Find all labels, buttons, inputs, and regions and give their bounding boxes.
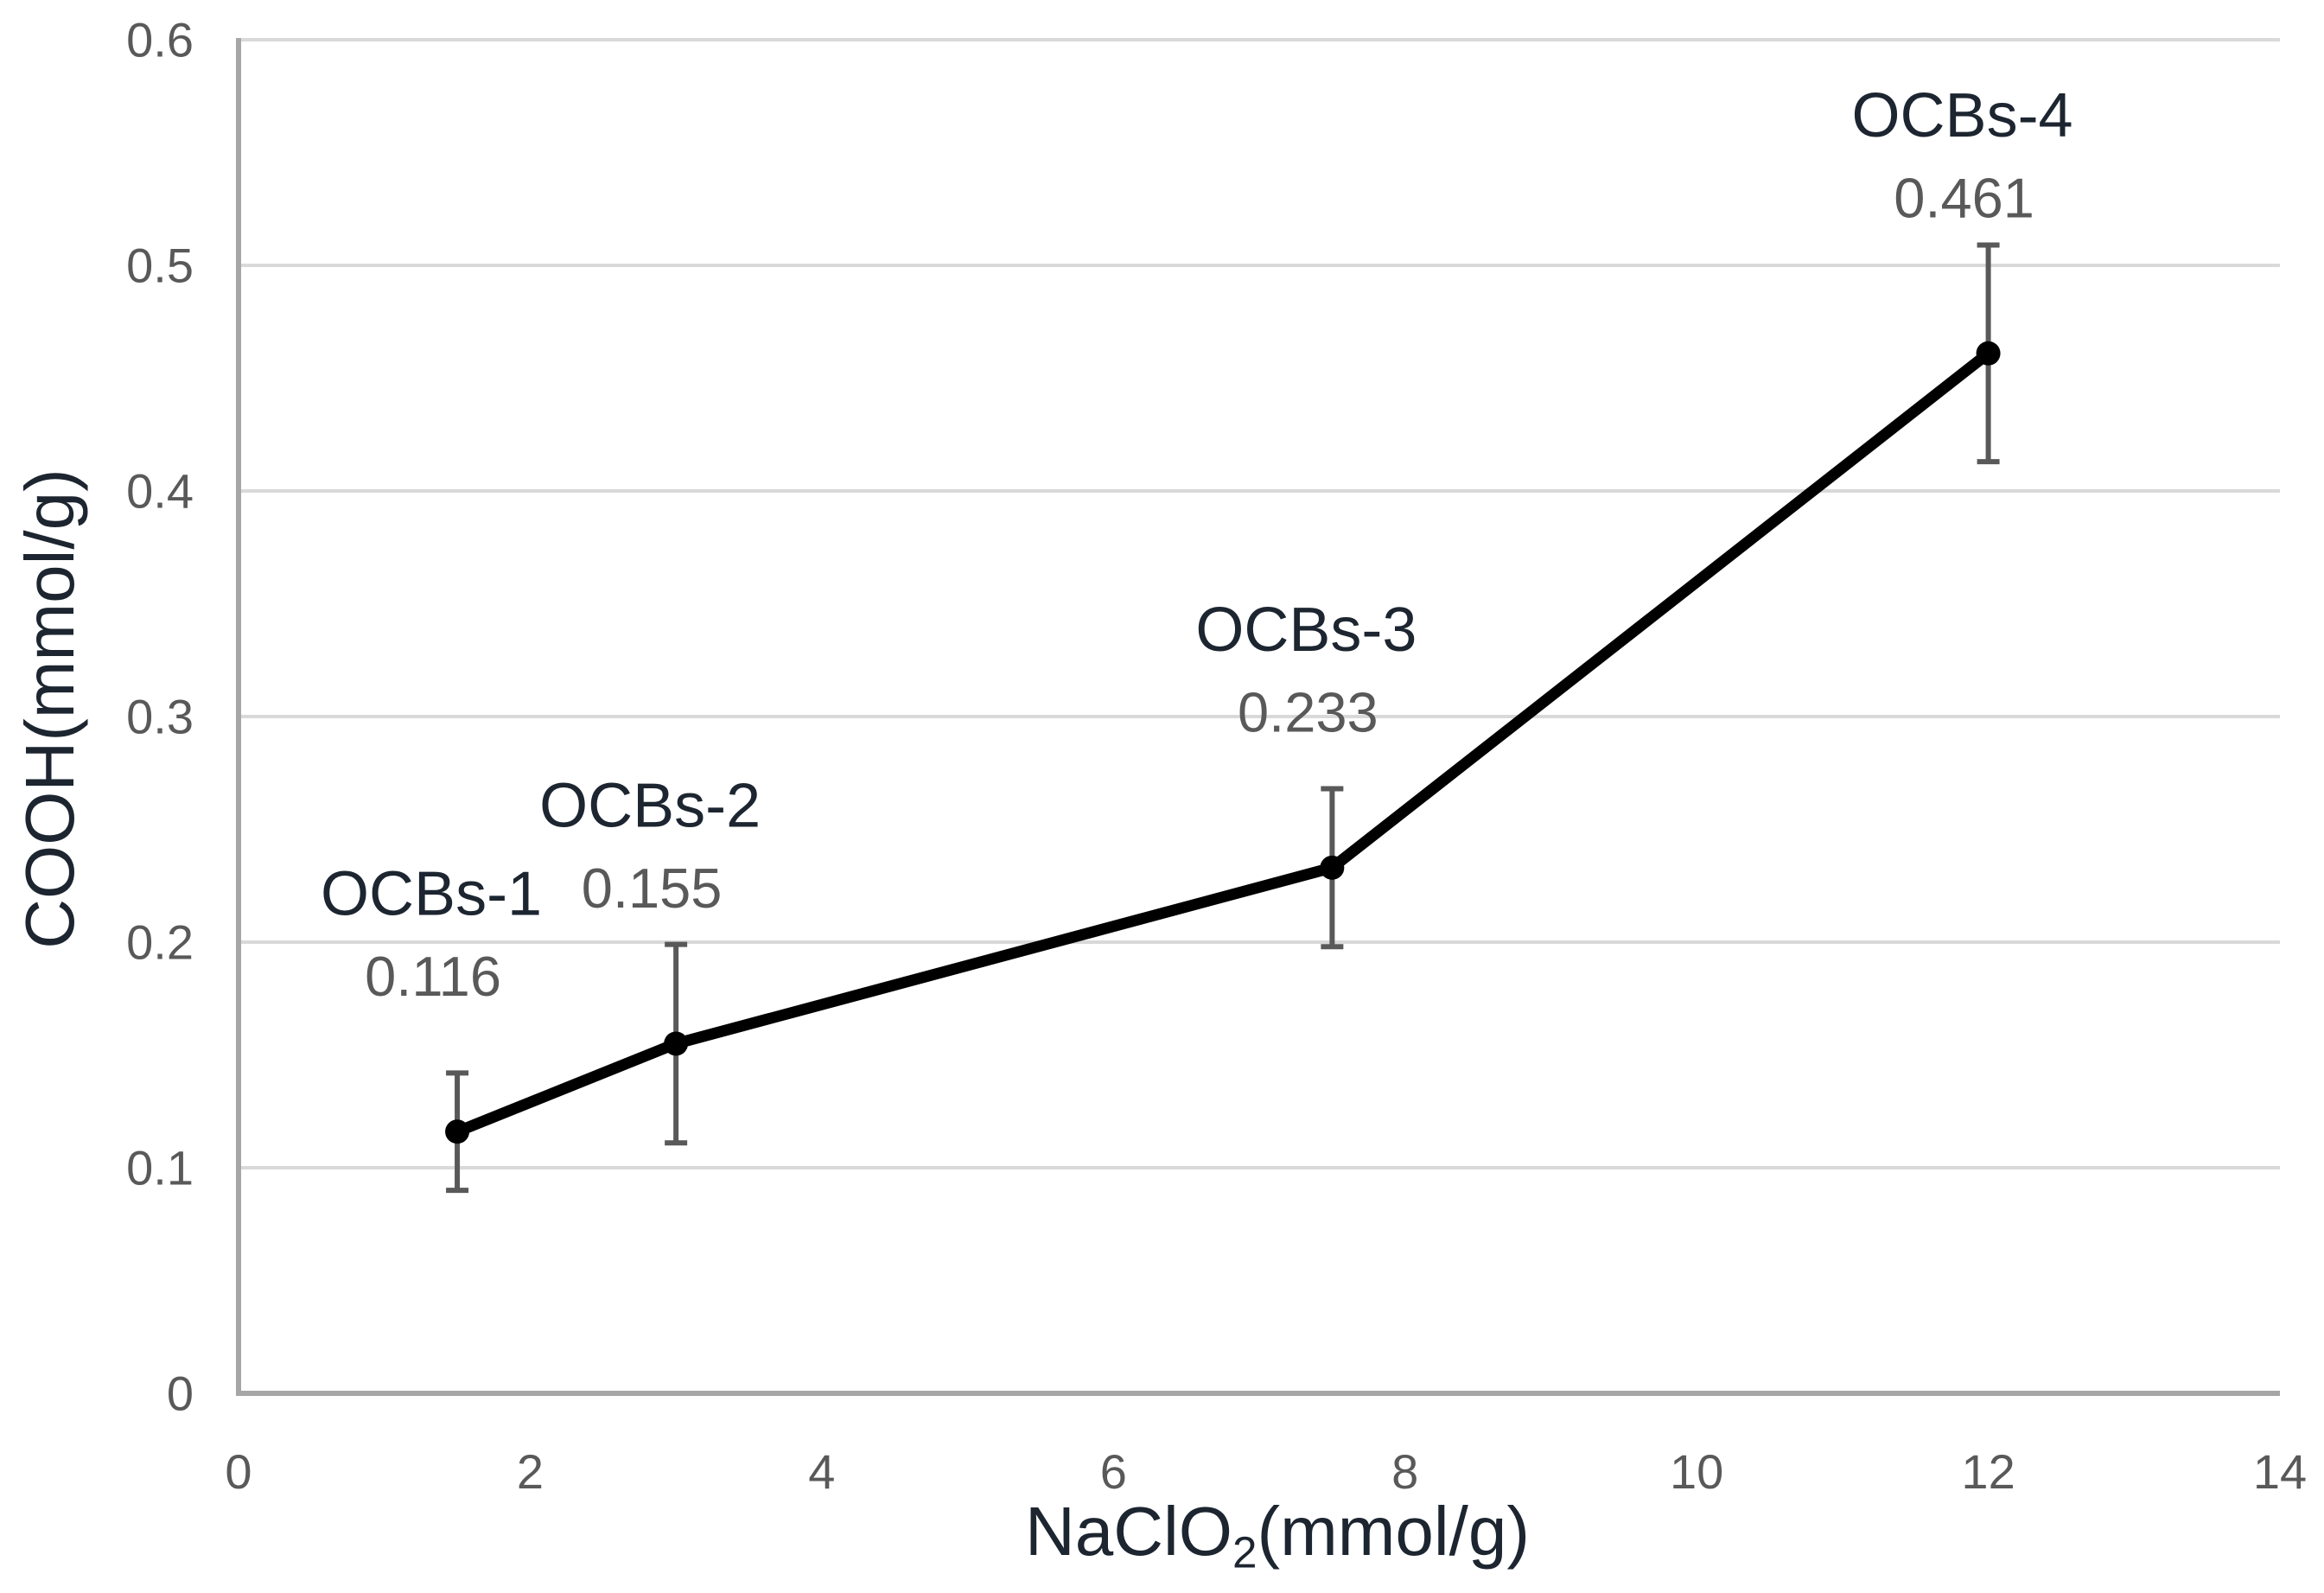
y-tick-label: 0.4 xyxy=(126,464,194,519)
x-tick-label: 10 xyxy=(1670,1444,1723,1499)
y-tick-label: 0.1 xyxy=(126,1141,194,1195)
data-point-marker xyxy=(1976,341,2001,366)
data-point-label: OCBs-2 xyxy=(539,772,761,841)
x-tick-label: 12 xyxy=(1961,1444,2015,1499)
data-point-value-label: 0.233 xyxy=(1238,681,1378,744)
data-point-value-label: 0.461 xyxy=(1894,167,2034,230)
y-axis-title: COOH(mmol/g) xyxy=(11,468,88,949)
x-tick-label: 2 xyxy=(517,1444,544,1499)
x-axis-title-unit: (mmol/g) xyxy=(1257,1493,1531,1570)
x-axis-title-subscript: 2 xyxy=(1232,1527,1258,1577)
data-point-label: OCBs-1 xyxy=(321,859,542,928)
data-point-marker xyxy=(664,1031,689,1056)
x-tick-label: 4 xyxy=(808,1444,835,1499)
data-point-value-label: 0.155 xyxy=(582,857,723,920)
y-tick-label: 0 xyxy=(167,1367,194,1421)
series-line xyxy=(451,347,1995,1137)
y-tick-label: 0.3 xyxy=(126,690,194,744)
x-axis-title: NaClO2(mmol/g) xyxy=(1024,1492,1531,1574)
data-point-value-label: 0.116 xyxy=(365,945,501,1008)
y-tick-label: 0.2 xyxy=(126,915,194,970)
y-tick-label: 0.6 xyxy=(126,13,194,67)
x-tick-label: 0 xyxy=(225,1444,252,1499)
data-point-label: OCBs-4 xyxy=(1852,81,2073,150)
x-tick-label: 14 xyxy=(2253,1444,2307,1499)
y-tick-label: 0.5 xyxy=(126,239,194,293)
data-point-label: OCBs-3 xyxy=(1195,596,1417,665)
x-tick-label: 8 xyxy=(1391,1444,1418,1499)
x-tick-label: 6 xyxy=(1100,1444,1127,1499)
x-axis-title-main: NaClO xyxy=(1024,1493,1233,1570)
data-point-marker xyxy=(1320,855,1345,880)
data-point-marker xyxy=(445,1119,470,1144)
